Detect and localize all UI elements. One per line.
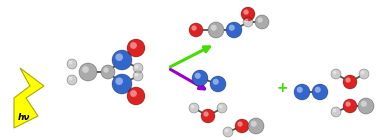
Circle shape: [243, 17, 253, 27]
Circle shape: [255, 15, 269, 29]
Circle shape: [315, 87, 321, 93]
Circle shape: [294, 84, 310, 100]
Circle shape: [189, 23, 203, 37]
Circle shape: [135, 73, 138, 76]
Circle shape: [112, 50, 132, 70]
Circle shape: [345, 101, 351, 107]
Circle shape: [219, 105, 223, 108]
Circle shape: [343, 99, 357, 113]
Circle shape: [251, 121, 257, 127]
Circle shape: [211, 25, 217, 31]
Circle shape: [203, 111, 209, 117]
Circle shape: [67, 59, 77, 69]
Circle shape: [191, 105, 195, 108]
Circle shape: [248, 118, 264, 134]
Circle shape: [241, 7, 255, 21]
Circle shape: [361, 101, 367, 107]
Circle shape: [223, 127, 233, 137]
Circle shape: [297, 87, 303, 93]
Circle shape: [195, 73, 201, 79]
Circle shape: [69, 77, 73, 80]
Circle shape: [345, 77, 351, 83]
Circle shape: [112, 74, 132, 94]
Circle shape: [333, 71, 336, 74]
Circle shape: [103, 67, 109, 73]
Circle shape: [243, 9, 249, 15]
Text: hν: hν: [18, 114, 31, 122]
Circle shape: [226, 22, 242, 38]
Circle shape: [229, 25, 235, 31]
Circle shape: [82, 66, 89, 73]
Circle shape: [130, 90, 137, 97]
Circle shape: [133, 71, 143, 81]
Circle shape: [331, 69, 341, 79]
Circle shape: [331, 107, 341, 117]
Circle shape: [245, 19, 248, 23]
Circle shape: [213, 79, 219, 85]
Circle shape: [191, 25, 197, 31]
Circle shape: [101, 65, 115, 79]
Circle shape: [257, 17, 263, 23]
Circle shape: [358, 98, 374, 114]
Circle shape: [192, 70, 208, 86]
Circle shape: [201, 109, 215, 123]
Circle shape: [130, 42, 137, 49]
Circle shape: [135, 65, 138, 68]
Circle shape: [217, 103, 227, 113]
Circle shape: [115, 77, 123, 85]
Circle shape: [115, 53, 123, 61]
Circle shape: [333, 109, 336, 113]
Circle shape: [208, 22, 224, 38]
Circle shape: [127, 39, 145, 57]
Polygon shape: [14, 68, 44, 128]
Circle shape: [69, 61, 73, 65]
Circle shape: [237, 121, 243, 127]
Circle shape: [133, 63, 143, 73]
Text: +: +: [276, 81, 288, 95]
Circle shape: [79, 63, 97, 81]
Circle shape: [67, 75, 77, 85]
Circle shape: [312, 84, 328, 100]
Circle shape: [127, 87, 145, 105]
Circle shape: [210, 76, 226, 92]
Circle shape: [361, 71, 364, 74]
Circle shape: [225, 129, 228, 132]
Circle shape: [343, 75, 357, 89]
Circle shape: [189, 103, 199, 113]
Circle shape: [359, 69, 369, 79]
Circle shape: [235, 119, 249, 133]
